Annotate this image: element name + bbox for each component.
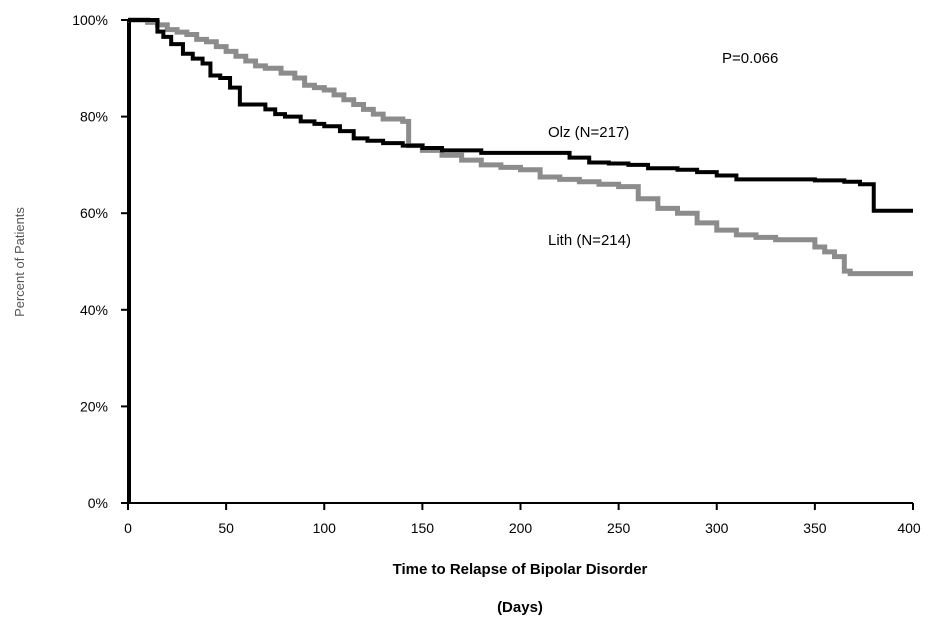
series-line-olz — [128, 18, 913, 213]
y-tick-label: 0% — [88, 495, 108, 511]
series-layer — [128, 17, 913, 503]
x-tick-label: 100 — [313, 520, 337, 536]
series-label-lith: Lith (N=214) — [548, 232, 631, 249]
ticks: 0 50 100 150 200 250 300 350 400 0% 20% 40% 60% 80% 10… — [72, 12, 921, 536]
y-tick-label: 80% — [80, 109, 108, 125]
x-axis-title: Time to Relapse of Bipolar Disorder — [393, 561, 648, 578]
x-axis-unit: (Days) — [497, 599, 543, 616]
x-tick-label: 200 — [509, 520, 533, 536]
x-tick-label: 300 — [705, 520, 729, 536]
x-tick-label: 400 — [897, 520, 921, 536]
x-tick-label: 50 — [218, 520, 234, 536]
x-tick-label: 0 — [124, 520, 132, 536]
series-label-olz: Olz (N=217) — [548, 124, 629, 141]
y-tick-label: 40% — [80, 302, 108, 318]
x-tick-label: 250 — [607, 520, 631, 536]
p-value-annotation: P=0.066 — [722, 50, 778, 67]
x-tick-label: 350 — [803, 520, 827, 536]
y-tick-label: 100% — [72, 12, 108, 28]
y-tick-label: 20% — [80, 398, 108, 414]
y-axis-title: Percent of Patients — [12, 207, 27, 317]
series-line-lith — [128, 17, 913, 277]
x-tick-label: 150 — [411, 520, 435, 536]
axes — [127, 20, 913, 504]
y-tick-label: 60% — [80, 205, 108, 221]
